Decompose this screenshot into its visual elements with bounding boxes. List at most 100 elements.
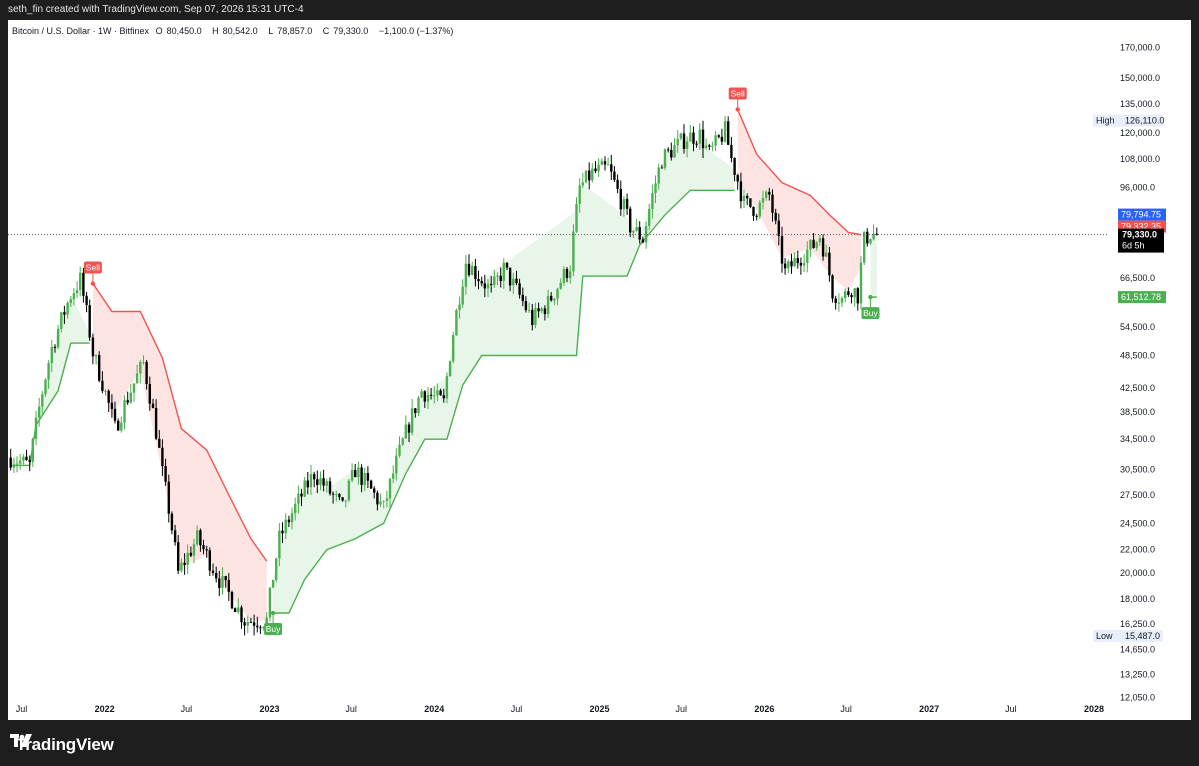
candle-body	[85, 295, 88, 306]
candle-body	[259, 627, 262, 629]
candle-body	[821, 238, 825, 257]
candle-body	[515, 278, 518, 284]
candle-body	[777, 220, 780, 236]
trend-fill-bear	[92, 283, 267, 621]
candle-body	[278, 530, 281, 559]
bar-countdown: 6d 5h	[1122, 241, 1145, 251]
candle-body	[559, 282, 562, 289]
candle-body	[142, 361, 145, 363]
candle-body	[455, 310, 458, 336]
candle-body	[831, 275, 834, 299]
candle-body	[148, 384, 151, 404]
candle-body	[553, 298, 556, 301]
tradingview-mark-icon	[10, 734, 32, 747]
candle-body	[527, 309, 531, 311]
x-tick-label: Jul	[1005, 704, 1017, 714]
candle-body	[433, 395, 436, 397]
candle-body	[319, 478, 322, 485]
candle-body	[196, 530, 199, 545]
candle-body	[648, 209, 651, 226]
candle-body	[799, 263, 803, 266]
low-value: L 78,857.0	[268, 26, 313, 36]
candle-body	[429, 394, 433, 396]
candle-body	[113, 408, 117, 421]
candle-body	[673, 145, 676, 158]
candle-body	[477, 279, 480, 282]
candle-body	[575, 203, 578, 232]
candle-body	[63, 312, 66, 315]
candle-body	[847, 291, 850, 295]
symbol-name: Bitcoin / U.S. Dollar · 1W · Bitfinex	[12, 26, 150, 36]
trend-fill-bull	[10, 295, 90, 466]
candle-body	[230, 592, 234, 609]
y-tick-label: 48,500.0	[1120, 350, 1155, 360]
candle-body	[360, 467, 363, 485]
last-price-text: 79,330.0	[1122, 230, 1157, 240]
candle-body	[714, 135, 717, 146]
x-tick-label: Jul	[511, 704, 523, 714]
candle-body	[774, 212, 777, 221]
candle-body	[872, 233, 875, 240]
y-tick-label: 108,000.0	[1120, 154, 1160, 164]
candle-body	[452, 335, 455, 362]
candle-body	[256, 625, 259, 628]
candle-body	[208, 550, 211, 571]
candle-body	[350, 470, 354, 481]
candle-body	[518, 283, 521, 295]
candle-body	[398, 444, 401, 456]
candle-body	[186, 552, 189, 565]
candle-body	[685, 141, 689, 149]
candle-body	[262, 626, 265, 628]
candle-body	[309, 474, 313, 488]
candle-body	[205, 549, 208, 551]
candle-body	[524, 301, 528, 311]
candle-body	[550, 295, 553, 301]
price-chart[interactable]: Sell Buy Sell Buy 170,000.0 150,000.0 135,000.…	[8, 20, 1191, 720]
candle-body	[192, 544, 196, 556]
candle-body	[442, 395, 445, 399]
candle-body	[268, 587, 272, 618]
candle-body	[177, 542, 180, 571]
candle-body	[66, 302, 69, 315]
candle-body	[496, 275, 499, 277]
price-tag	[1118, 291, 1166, 304]
candle-body	[41, 394, 44, 407]
candle-body	[632, 230, 635, 233]
candle-body	[727, 121, 730, 145]
price-tag-text: 79,794.75	[1121, 210, 1161, 220]
candle-body	[692, 132, 695, 144]
x-tick-label: Jul	[345, 704, 357, 714]
candle-body	[758, 202, 761, 217]
y-tick-label: 18,000.0	[1120, 594, 1155, 604]
y-tick-label: 38,500.0	[1120, 407, 1155, 417]
candle-body	[467, 263, 471, 276]
candle-body	[316, 479, 319, 485]
candle-body	[388, 478, 392, 499]
supertrend-fill	[10, 109, 877, 621]
candle-body	[354, 470, 357, 478]
y-tick-label: 14,650.0	[1120, 645, 1155, 655]
candle-body	[120, 422, 123, 431]
candle-body	[505, 262, 509, 268]
candle-body	[584, 170, 588, 183]
candle-body	[556, 288, 559, 299]
candle-body	[202, 545, 205, 550]
brand-name: TradingView	[16, 735, 114, 754]
candle-body	[720, 136, 724, 142]
candle-body	[780, 236, 784, 264]
candle-body	[22, 456, 25, 461]
candle-body	[755, 215, 758, 217]
candle-body	[461, 286, 464, 305]
candle-body	[47, 363, 50, 380]
candle-body	[464, 263, 468, 287]
signal-badge-sell	[728, 87, 747, 100]
signal-label-buy: Buy	[266, 624, 281, 634]
candle-body	[271, 579, 275, 588]
candle-body	[597, 164, 600, 172]
y-tick-label: 96,000.0	[1120, 183, 1155, 193]
y-tick-label: 27,500.0	[1120, 490, 1155, 500]
candle-body	[837, 302, 841, 304]
candle-body	[610, 164, 613, 172]
candles	[9, 116, 878, 636]
